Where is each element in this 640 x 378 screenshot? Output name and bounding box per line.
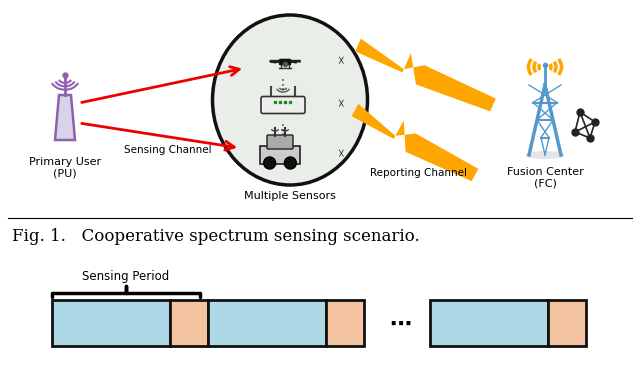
- Bar: [326, 300, 364, 346]
- Polygon shape: [355, 39, 496, 112]
- Text: ☓: ☓: [337, 149, 343, 161]
- Ellipse shape: [526, 151, 564, 159]
- Ellipse shape: [212, 15, 367, 185]
- Text: Sensing Channel: Sensing Channel: [124, 145, 212, 155]
- Text: ⋮: ⋮: [276, 123, 290, 137]
- Circle shape: [264, 157, 276, 169]
- Bar: [208, 300, 326, 346]
- Text: ☓: ☓: [337, 56, 343, 68]
- FancyBboxPatch shape: [267, 135, 293, 149]
- Bar: [260, 146, 300, 164]
- Text: ⋯: ⋯: [389, 315, 411, 335]
- Bar: [52, 300, 170, 346]
- Bar: [170, 300, 208, 346]
- Circle shape: [284, 157, 296, 169]
- Bar: [548, 300, 586, 346]
- Text: ☓: ☓: [337, 99, 343, 112]
- Text: Sensing Period: Sensing Period: [83, 270, 170, 283]
- Text: Fig. 1.   Cooperative spectrum sensing scenario.: Fig. 1. Cooperative spectrum sensing sce…: [12, 228, 420, 245]
- Polygon shape: [351, 104, 478, 181]
- Bar: [430, 300, 548, 346]
- Text: Reporting Channel: Reporting Channel: [369, 168, 467, 178]
- Text: Primary User
(PU): Primary User (PU): [29, 157, 101, 178]
- Text: ⋮: ⋮: [276, 78, 290, 92]
- FancyBboxPatch shape: [261, 96, 305, 113]
- FancyBboxPatch shape: [279, 59, 291, 65]
- Text: Fusion Center
(FC): Fusion Center (FC): [507, 167, 584, 189]
- Polygon shape: [55, 95, 75, 140]
- Text: Multiple Sensors: Multiple Sensors: [244, 191, 336, 201]
